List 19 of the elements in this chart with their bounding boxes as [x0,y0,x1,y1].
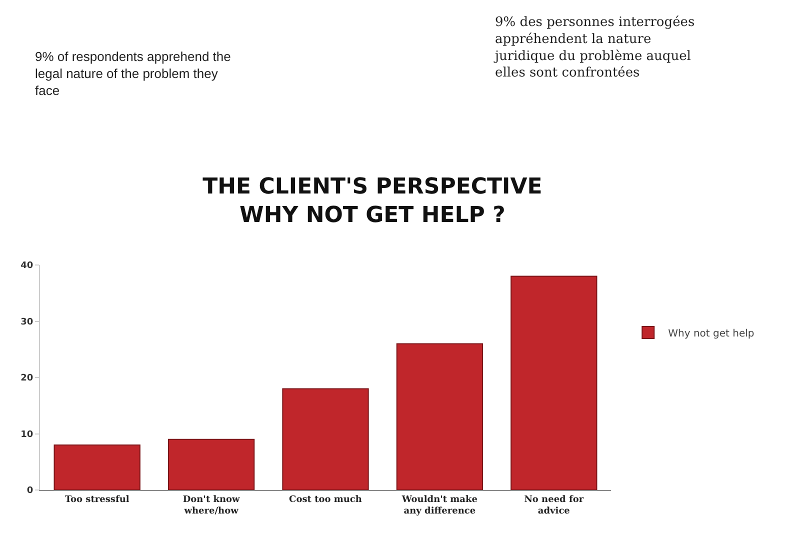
bar [396,343,484,490]
chart-title: THE CLIENT'S PERSPECTIVE WHY NOT GET HELP ? [202,174,542,228]
bar [54,444,140,490]
y-tick-label: 30 [20,317,34,328]
x-tick-label: Wouldn't make any difference [400,494,478,516]
x-tick-label: Too stressful [64,494,130,505]
y-tick-label: 0 [26,486,34,496]
y-tick-label: 20 [20,374,34,384]
x-tick-label: No need for advice [524,494,584,516]
y-tick-label: 10 [20,430,34,440]
x-tick-label: Cost too much [289,494,362,505]
y-tick-label: 40 [20,261,34,272]
bar [282,388,369,490]
bar [510,276,598,490]
text: 9% of respondents apprehend the legal nature of the problem they face [35,49,231,98]
bar [168,438,255,490]
legend-label: Why not get help [668,328,754,340]
text: 9% des personnes interrogées appréhendent la nature juridique du problème auquel elles sont confrontées [493,15,695,81]
x-tick-label: Don't know where/how [182,494,240,516]
